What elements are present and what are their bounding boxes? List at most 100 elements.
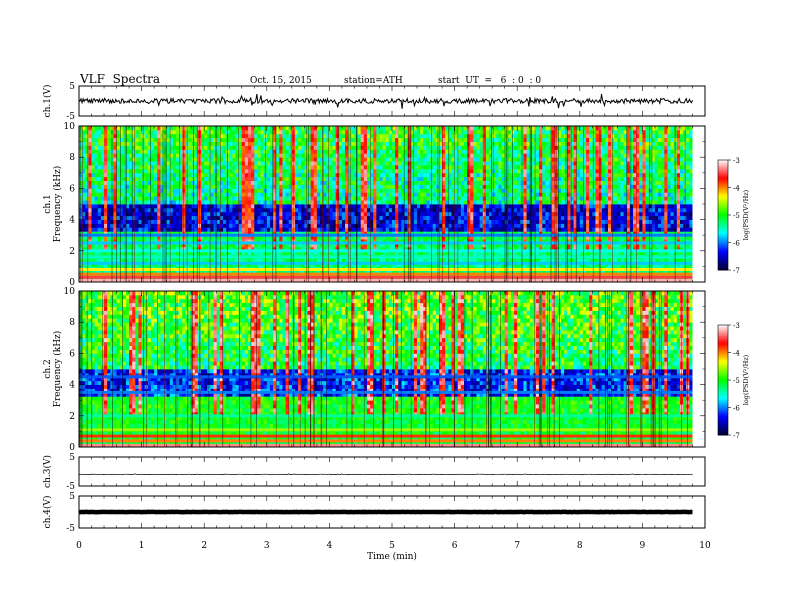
spectrogram-cell	[448, 239, 452, 244]
spectrogram-cell	[457, 192, 462, 197]
spectrogram-cell	[232, 219, 236, 224]
spectrogram-cell	[232, 165, 236, 170]
spectrogram-cell	[307, 172, 312, 178]
spectrogram-cell	[273, 196, 277, 201]
spectrogram-cell	[301, 258, 305, 263]
spectrogram-cell	[417, 126, 421, 131]
spectrogram-cell	[413, 250, 418, 256]
spectrogram-cell	[432, 219, 437, 224]
spectrogram-cell	[442, 165, 446, 170]
spectrogram-cell	[298, 243, 302, 248]
spectrogram-cell	[229, 223, 233, 228]
spectrogram-cell	[169, 172, 174, 178]
spectrogram-cell	[129, 137, 133, 142]
spectrogram-cell	[144, 258, 149, 263]
spectrogram-cell	[417, 231, 421, 236]
spectrogram-cell	[154, 231, 158, 236]
spectrogram-cell	[345, 227, 349, 232]
spectrogram-cell	[144, 161, 149, 166]
spectrogram-cell	[351, 172, 355, 178]
spectrogram-cell	[373, 153, 377, 158]
spectrogram-cell	[435, 129, 440, 135]
spectrogram-cell	[298, 133, 302, 139]
spectrogram-cell	[423, 161, 427, 166]
spectrogram-cell	[119, 219, 124, 224]
spectrogram-cell	[273, 219, 277, 224]
spectrogram-cell	[132, 126, 136, 131]
spectrogram-cell	[313, 192, 318, 197]
spectrogram-cell	[88, 215, 92, 220]
spectrogram-cell	[241, 243, 246, 248]
spectrogram-cell	[273, 207, 277, 213]
spectrogram-cell	[426, 137, 430, 142]
spectrogram-cell	[235, 180, 240, 185]
spectrogram-cell	[150, 184, 155, 189]
spectrogram-cell	[404, 219, 409, 224]
spectrogram-cell	[150, 126, 155, 131]
spectrogram-cell	[320, 243, 324, 248]
spectrogram-cell	[257, 219, 261, 224]
spectrogram-cell	[298, 215, 302, 220]
spectrogram-cell	[201, 126, 205, 131]
spectrogram-cell	[329, 243, 333, 248]
spectrogram-cell	[91, 188, 96, 193]
spectrogram-cell	[370, 126, 374, 131]
spectrogram-cell	[304, 153, 308, 158]
spectrogram-cell	[179, 176, 183, 181]
spectrogram-cell	[298, 176, 302, 181]
spectrogram-cell	[345, 204, 349, 209]
spectrogram-cell	[147, 235, 152, 240]
spectrogram-cell	[351, 227, 355, 232]
spectrogram-cell	[360, 126, 365, 131]
spectrogram-cell	[410, 129, 415, 135]
spectrogram-cell	[291, 223, 296, 228]
spectrogram-cell	[219, 145, 224, 150]
spectrogram-cell	[266, 227, 271, 232]
spectrogram-cell	[413, 137, 418, 142]
spectrogram-cell	[313, 172, 318, 178]
spectrogram-cell	[445, 227, 449, 232]
spectrogram-cell	[285, 161, 290, 166]
spectrogram-cell	[366, 219, 371, 224]
spectrogram-cell	[326, 184, 330, 189]
spectrogram-cell	[257, 250, 261, 256]
spectrogram-cell	[423, 188, 427, 193]
spectrogram-cell	[188, 223, 193, 228]
spectrogram-cell	[97, 239, 102, 244]
spectrogram-cell	[266, 258, 271, 263]
spectrogram-cell	[160, 223, 164, 228]
spectrogram-cell	[266, 165, 271, 170]
spectrogram-cell	[188, 188, 193, 193]
spectrogram-cell	[373, 161, 377, 166]
spectrogram-cell	[222, 141, 227, 146]
spectrogram-cell	[97, 235, 102, 240]
spectrogram-cell	[373, 149, 377, 154]
spectrogram-cell	[147, 270, 152, 275]
spectrogram-cell	[432, 133, 437, 139]
spectrogram-cell	[298, 165, 302, 170]
spectrogram-cell	[329, 192, 333, 197]
spectrogram-cell	[448, 153, 452, 158]
spectrogram-cell	[216, 258, 221, 263]
spectrogram-cell	[104, 227, 108, 232]
spectrogram-cell	[413, 235, 418, 240]
spectrogram-cell	[176, 153, 180, 158]
spectrogram-cell	[241, 180, 246, 185]
spectrogram-cell	[169, 243, 174, 248]
spectrogram-cell	[301, 219, 305, 224]
spectrogram-cell	[285, 184, 290, 189]
spectrogram-cell	[219, 168, 224, 174]
spectrogram-cell	[254, 145, 258, 150]
spectrogram-cell	[88, 227, 92, 232]
spectrogram-cell	[385, 129, 390, 135]
spectrogram-cell	[97, 192, 102, 197]
spectrogram-cell	[150, 231, 155, 236]
spectrogram-cell	[238, 184, 243, 189]
spectrogram-cell	[160, 200, 164, 205]
spectrogram-cell	[204, 219, 208, 224]
spectrogram-cell	[310, 184, 315, 189]
spectrogram-cell	[276, 153, 280, 158]
spectrogram-cell	[226, 223, 230, 228]
spectrogram-cell	[385, 145, 390, 150]
spectrogram-cell	[91, 250, 96, 256]
